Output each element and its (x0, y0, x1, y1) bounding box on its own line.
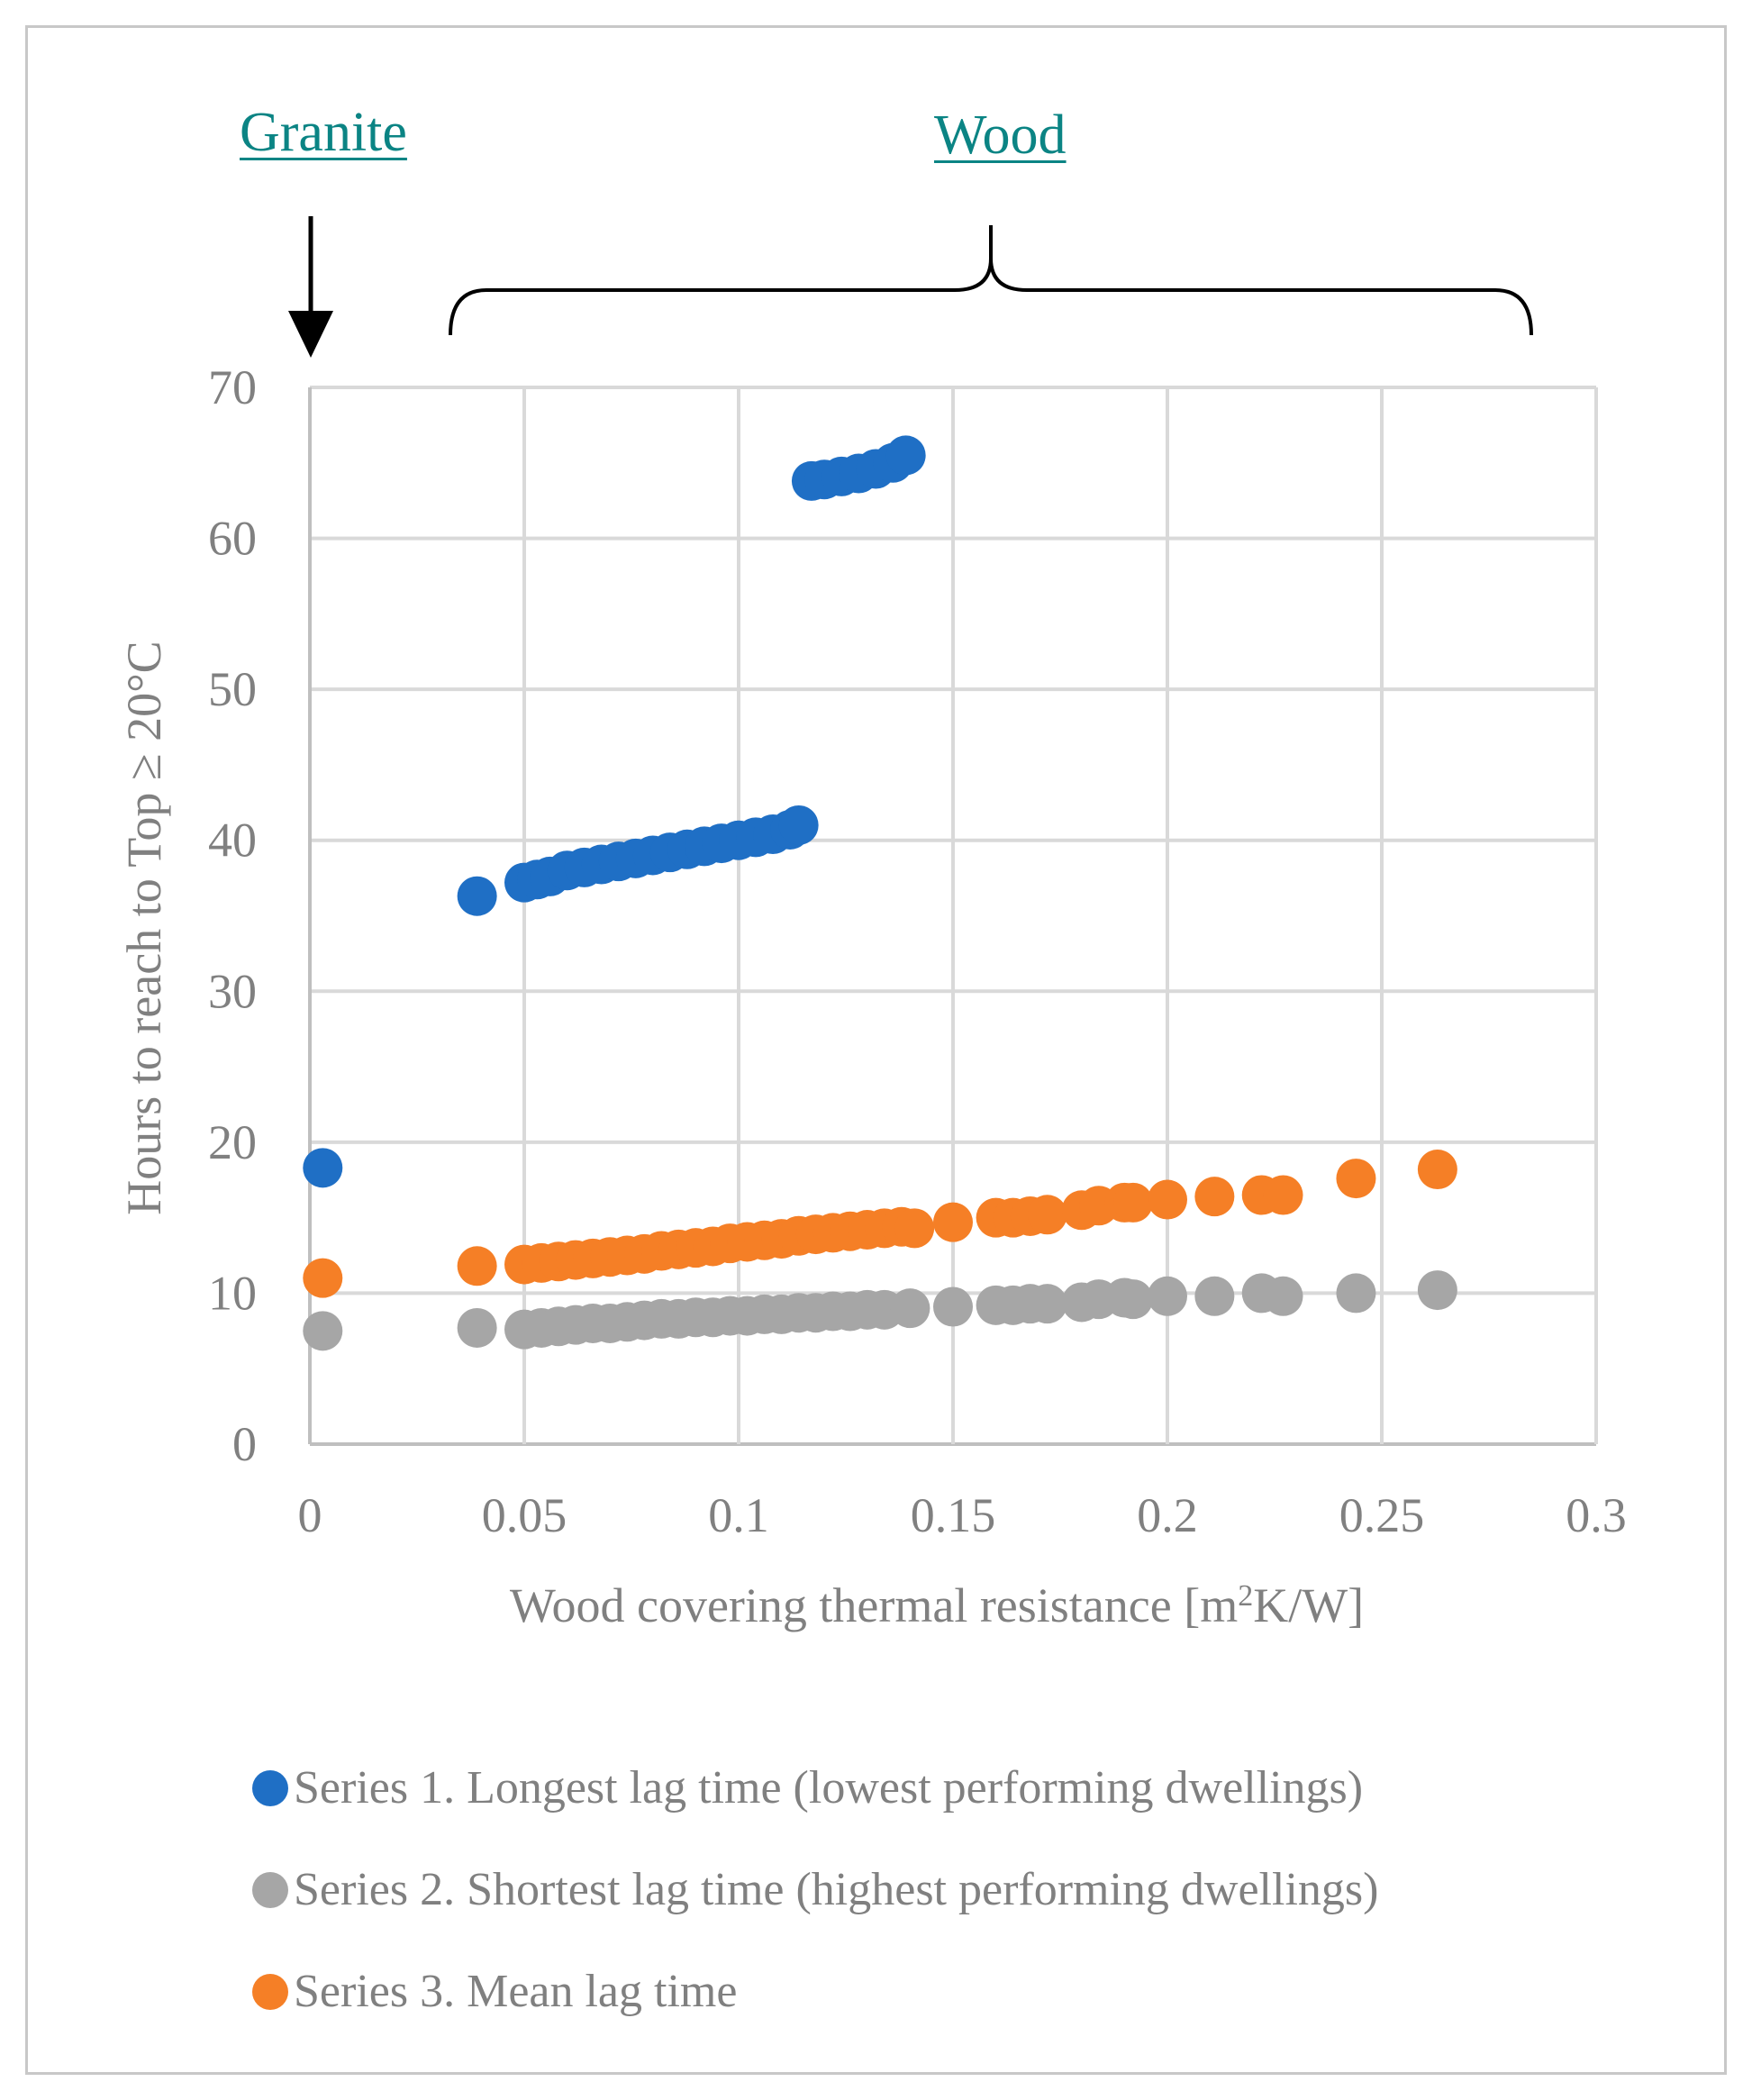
series-3-point-35 (1148, 1179, 1187, 1220)
series-2-point-29 (1027, 1284, 1067, 1324)
wood-annotation: Wood (934, 105, 1067, 166)
y-tick-label: 20 (208, 1115, 257, 1169)
legend-item-series-2: Series 2. Shortest lag time (highest per… (252, 1863, 1378, 1916)
x-tick-label: 0.1 (708, 1488, 769, 1542)
series-2-point-0 (303, 1311, 343, 1351)
series-1-point-26 (885, 435, 926, 476)
figure-frame (25, 25, 1727, 2075)
x-tick-label: 0.3 (1566, 1488, 1627, 1542)
series-3-point-40 (1417, 1150, 1457, 1190)
y-tick-label: 60 (208, 512, 257, 566)
x-tick-label: 0.2 (1137, 1488, 1198, 1542)
legend-label-series-3: Series 3. Mean lag time (294, 1966, 738, 2017)
granite-annotation: Granite (240, 102, 407, 163)
legend-label-series-2: Series 2. Shortest lag time (highest per… (294, 1864, 1379, 1915)
granite-arrow-head (288, 311, 333, 358)
x-tick-label: 0.15 (911, 1488, 996, 1542)
series-2-point-37 (1263, 1276, 1303, 1316)
series-2-point-33 (1112, 1279, 1153, 1320)
legend-marker-series-2 (252, 1871, 288, 1908)
legend-item-series-1: Series 1. Longest lag time (lowest perfo… (252, 1761, 1363, 1814)
series-1-point-19 (778, 805, 819, 845)
y-tick-label: 30 (208, 964, 257, 1018)
series-3-point-25 (894, 1208, 935, 1249)
y-tick-label: 50 (208, 662, 257, 716)
series-1-point-0 (303, 1148, 343, 1188)
y-tick-label: 40 (208, 814, 257, 868)
y-tick-label: 70 (208, 360, 257, 414)
series-3-point-0 (303, 1258, 343, 1298)
series-3-point-36 (1194, 1177, 1235, 1217)
series-2-point-1 (457, 1307, 497, 1348)
x-tick-label: 0 (298, 1488, 322, 1542)
legend-marker-series-3 (252, 1973, 288, 2010)
legend-item-series-3: Series 3. Mean lag time (252, 1965, 737, 2018)
series-1-point-1 (457, 876, 497, 916)
series-3-point-34 (1112, 1182, 1153, 1223)
series-3-point-1 (457, 1246, 497, 1286)
series-2-point-35 (1194, 1276, 1235, 1316)
wood-range-brace (449, 258, 1533, 336)
x-axis-label: Wood covering thermal resistance [m2K/W] (510, 1578, 1364, 1632)
series-2-point-38 (1336, 1273, 1376, 1314)
y-tick-label: 0 (232, 1417, 257, 1471)
legend-marker-series-1 (252, 1769, 288, 1806)
x-tick-label: 0.05 (482, 1488, 567, 1542)
series-2-point-34 (1148, 1276, 1187, 1316)
legend-label-series-1: Series 1. Longest lag time (lowest perfo… (294, 1762, 1364, 1814)
series-3-point-26 (933, 1202, 973, 1242)
y-tick-label: 10 (208, 1266, 257, 1320)
y-axis-label: Hours to reach to Top ≥ 20°C (117, 641, 171, 1214)
x-tick-label: 0.25 (1339, 1488, 1425, 1542)
series-3-point-30 (1027, 1195, 1067, 1235)
series-2-point-39 (1417, 1270, 1457, 1311)
series-2-point-25 (933, 1286, 973, 1327)
series-3-point-39 (1336, 1159, 1376, 1199)
series-2-point-24 (890, 1288, 930, 1329)
series-3-point-38 (1263, 1175, 1303, 1215)
